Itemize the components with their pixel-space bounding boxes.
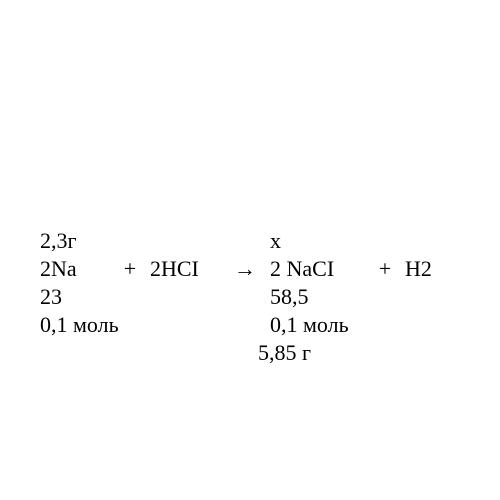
- reactant-hcl: 2HCI: [150, 256, 220, 282]
- chemical-equation-block: 2,3г х 2Na + 2HCI → 2 NaCI + H2 23 58,5 …: [40, 228, 460, 368]
- na-moles: 0,1 моль: [40, 312, 110, 338]
- na-mass-given: 2,3г: [40, 228, 110, 254]
- na-molar-mass: 23: [40, 284, 110, 310]
- nacl-molar-mass: 58,5: [270, 284, 365, 310]
- result-row: 5,85 г: [40, 340, 460, 368]
- product-nacl: 2 NaCI: [270, 256, 365, 282]
- plus-icon: +: [110, 256, 150, 282]
- molar-mass-row: 23 58,5: [40, 284, 460, 312]
- equation-row: 2Na + 2HCI → 2 NaCI + H2: [40, 256, 460, 284]
- plus-icon: +: [365, 256, 405, 282]
- nacl-moles: 0,1 моль: [270, 312, 365, 338]
- arrow-icon: →: [220, 256, 270, 282]
- annotation-row-given: 2,3г х: [40, 228, 460, 256]
- moles-row: 0,1 моль 0,1 моль: [40, 312, 460, 340]
- reactant-na: 2Na: [40, 256, 110, 282]
- nacl-mass-result: 5,85 г: [258, 340, 353, 366]
- product-h2: H2: [405, 256, 455, 282]
- nacl-unknown-x: х: [270, 228, 365, 254]
